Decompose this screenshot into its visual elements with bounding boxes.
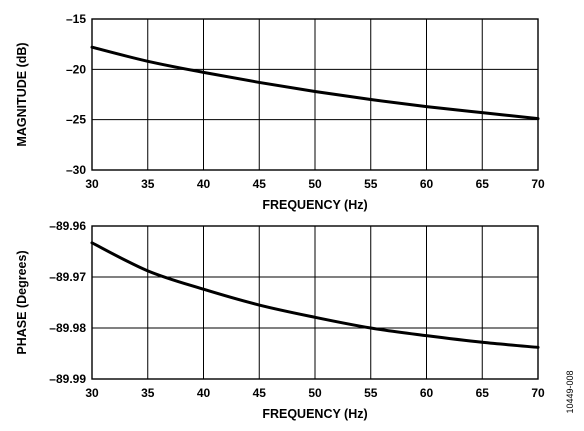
- phase-series-line: [90, 241, 540, 349]
- phase-x-tick-label: 35: [141, 386, 155, 400]
- magnitude-y-tick-label: –20: [66, 62, 86, 76]
- phase-y-tick-label: –89.98: [49, 321, 86, 335]
- magnitude-chart: –15 –20 –25 –30 30 35 40 45 50 55 60 65 70 FREQUENC…: [15, 12, 545, 212]
- magnitude-y-tick-label: –15: [66, 12, 86, 26]
- magnitude-x-tick-label: 30: [85, 177, 99, 191]
- phase-y-tick-label: –89.99: [49, 372, 86, 386]
- magnitude-y-tick-label: –30: [66, 163, 86, 177]
- magnitude-plot-frame: [91, 18, 539, 171]
- phase-x-tick-label: 50: [308, 386, 322, 400]
- figure-id-label: 10449-008: [565, 370, 575, 413]
- phase-plot-frame: [91, 225, 539, 380]
- magnitude-x-tick-label: 65: [476, 177, 490, 191]
- magnitude-x-tick-label: 45: [253, 177, 267, 191]
- magnitude-y-tick-label: –25: [66, 113, 86, 127]
- magnitude-x-tick-label: 50: [308, 177, 322, 191]
- magnitude-series-line: [90, 45, 540, 121]
- phase-x-tick-label: 65: [476, 386, 490, 400]
- phase-x-axis-label: FREQUENCY (Hz): [262, 407, 367, 421]
- phase-x-tick-label: 70: [531, 386, 545, 400]
- magnitude-x-tick-label: 55: [364, 177, 378, 191]
- phase-x-tick-label: 55: [364, 386, 378, 400]
- phase-y-tick-label: –89.97: [49, 270, 86, 284]
- phase-x-tick-label: 40: [197, 386, 211, 400]
- phase-y-tick-label: –89.96: [49, 219, 86, 233]
- phase-x-tick-label: 30: [85, 386, 99, 400]
- phase-chart: –89.96 –89.97 –89.98 –89.99 30 35 40 45 50 55 60 6…: [15, 219, 545, 421]
- magnitude-x-tick-label: 35: [141, 177, 155, 191]
- magnitude-x-tick-label: 60: [420, 177, 434, 191]
- magnitude-y-axis-label: MAGNITUDE (dB): [15, 42, 29, 146]
- phase-x-tick-label: 60: [420, 386, 434, 400]
- phase-x-tick-label: 45: [253, 386, 267, 400]
- magnitude-x-axis-label: FREQUENCY (Hz): [262, 198, 367, 212]
- phase-y-axis-label: PHASE (Degrees): [15, 250, 29, 354]
- magnitude-x-tick-label: 40: [197, 177, 211, 191]
- magnitude-x-tick-label: 70: [531, 177, 545, 191]
